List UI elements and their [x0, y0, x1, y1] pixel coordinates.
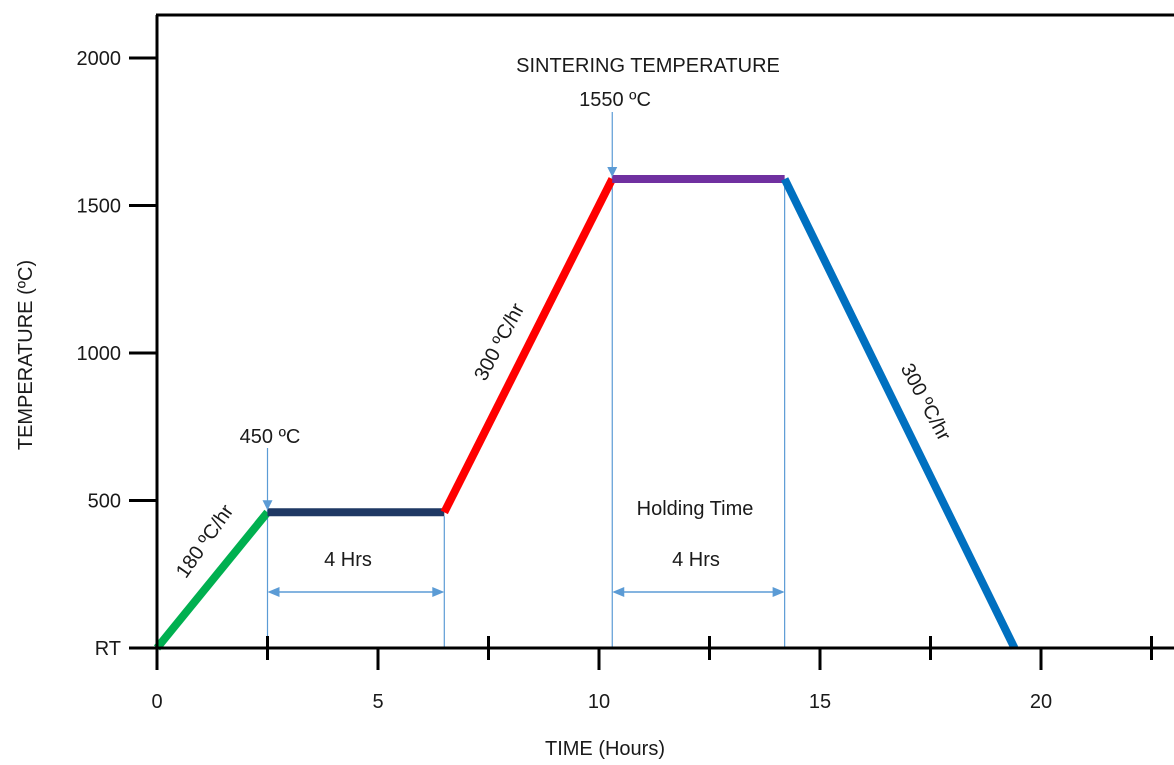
x-tick-label: 15: [809, 691, 831, 713]
holding-time-label: Holding Time: [637, 498, 754, 520]
x-tick-label: 20: [1030, 691, 1052, 713]
dwell-arrow-1-left-head: [267, 587, 280, 597]
x-tick-label: 10: [588, 691, 610, 713]
ticks: RT 500 1000 1500 2000 0 5 10 15 20: [77, 48, 1153, 713]
y-tick-label: 2000: [77, 48, 122, 70]
dwell-arrow-2-right-head: [772, 587, 785, 597]
y-axis-title: TEMPERATURE (ºC): [15, 260, 37, 450]
sintering-temp-value: 1550 ºC: [579, 89, 651, 111]
cooling-ramp-line: [781, 177, 1019, 650]
dwell-arrow-1-right-head: [432, 587, 445, 597]
sintering-temperature-label: SINTERING TEMPERATURE: [516, 55, 780, 77]
dwell-duration-1: 4 Hrs: [324, 549, 372, 571]
calcination-temp-value: 450 ºC: [240, 426, 301, 448]
y-tick-label: RT: [95, 638, 121, 660]
x-tick-label: 0: [151, 691, 162, 713]
heating-ramp-2-line: [440, 177, 616, 515]
rate-label-heating-1: 180 ºC/hr: [172, 501, 238, 583]
series-lines: [153, 174, 1019, 651]
axes: [155, 13, 1174, 650]
calcine-arrow-head: [262, 500, 273, 511]
heating-ramp-1-line: [153, 509, 271, 651]
sinter-arrow-head: [607, 166, 618, 177]
dimension-arrows: [262, 166, 785, 597]
annotation-lines: [266, 112, 786, 648]
y-tick-label: 500: [88, 491, 121, 513]
x-tick-label: 5: [372, 691, 383, 713]
dwell-duration-2: 4 Hrs: [672, 549, 720, 571]
rate-label-heating-2: 300 ºC/hr: [470, 300, 529, 385]
y-tick-label: 1500: [77, 196, 122, 218]
dwell-arrow-2-left-head: [612, 587, 625, 597]
x-axis-title: TIME (Hours): [545, 738, 665, 760]
y-tick-label: 1000: [77, 343, 122, 365]
